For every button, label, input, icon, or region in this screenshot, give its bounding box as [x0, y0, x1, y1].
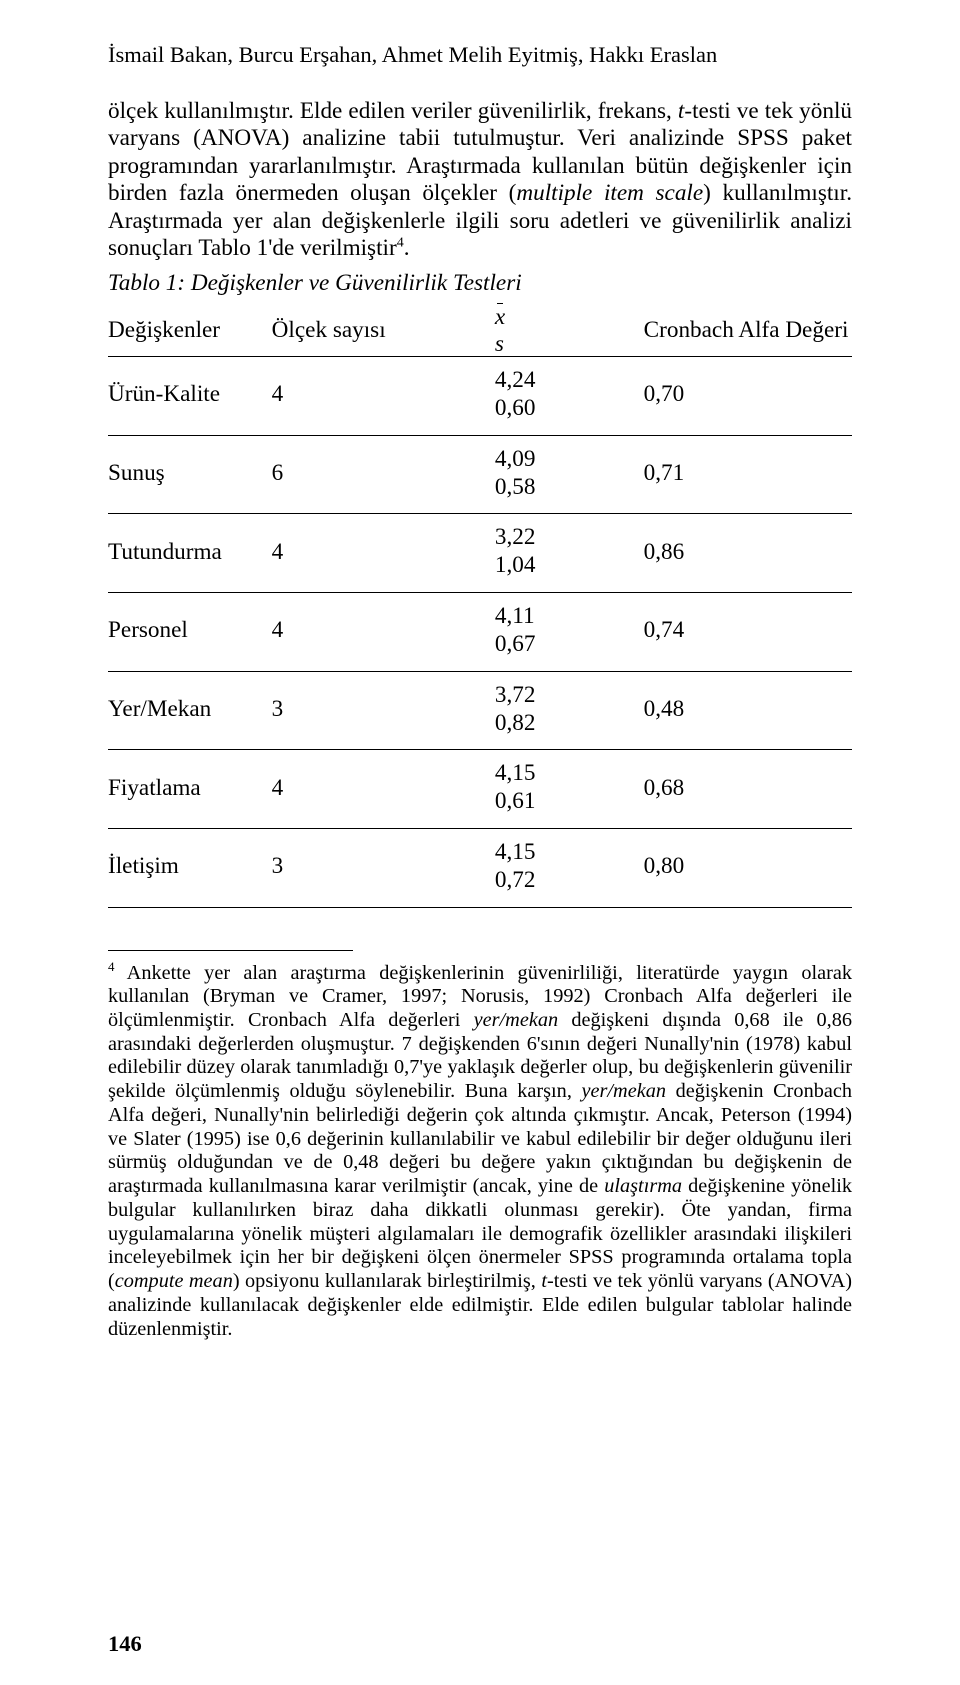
variables-table: Değişkenler Ölçek sayısı x s Cronbach Al… [108, 305, 852, 908]
cell-mean: 4,15 [495, 839, 536, 865]
cell-count: 4 [272, 356, 495, 435]
cell-sd: 0,82 [495, 710, 536, 736]
cell-sd: 0,58 [495, 474, 536, 500]
cell-mean: 3,72 [495, 682, 536, 708]
cell-variable: Yer/Mekan [108, 671, 272, 750]
footnote-text: 4 Ankette yer alan araştırma değişkenler… [108, 959, 852, 1342]
cell-mean: 4,15 [495, 760, 536, 786]
cell-variable: Ürün-Kalite [108, 356, 272, 435]
cell-stat: 4,15 0,61 [495, 750, 644, 829]
cell-count: 3 [272, 671, 495, 750]
table-row: Fiyatlama 4 4,15 0,61 0,68 [108, 750, 852, 829]
cell-count: 3 [272, 829, 495, 908]
table-caption: Tablo 1: Değişkenler ve Güvenilirlik Tes… [108, 270, 852, 297]
cell-variable: Personel [108, 593, 272, 672]
footnote-ref: 4 [397, 235, 404, 250]
cell-count: 4 [272, 750, 495, 829]
table-row: Tutundurma 4 3,22 1,04 0,86 [108, 514, 852, 593]
para-text: ölçek kullanılmıştır. Elde edilen verile… [108, 98, 678, 124]
table-row: Sunuş 6 4,09 0,58 0,71 [108, 435, 852, 514]
header-alpha: Cronbach Alfa Değeri [644, 305, 852, 356]
body-paragraph: ölçek kullanılmıştır. Elde edilen verile… [108, 98, 852, 262]
cell-stat: 3,22 1,04 [495, 514, 644, 593]
cell-alpha: 0,80 [644, 829, 852, 908]
table-row: Yer/Mekan 3 3,72 0,82 0,48 [108, 671, 852, 750]
fn-italic: ulaştırma [604, 1175, 682, 1197]
cell-alpha: 0,70 [644, 356, 852, 435]
cell-mean: 4,11 [495, 603, 535, 629]
table-row: Personel 4 4,11 0,67 0,74 [108, 593, 852, 672]
fn-italic: compute mean [115, 1270, 233, 1292]
cell-alpha: 0,71 [644, 435, 852, 514]
cell-variable: Tutundurma [108, 514, 272, 593]
cell-stat: 4,09 0,58 [495, 435, 644, 514]
cell-count: 4 [272, 514, 495, 593]
footnote-separator [108, 950, 353, 951]
page-number: 146 [108, 1631, 142, 1657]
cell-alpha: 0,86 [644, 514, 852, 593]
cell-sd: 1,04 [495, 552, 536, 578]
cell-stat: 4,24 0,60 [495, 356, 644, 435]
cell-sd: 0,72 [495, 867, 536, 893]
cell-mean: 4,09 [495, 446, 536, 472]
cell-sd: 0,60 [495, 395, 536, 421]
cell-sd: 0,61 [495, 788, 536, 814]
cell-variable: Fiyatlama [108, 750, 272, 829]
cell-variable: Sunuş [108, 435, 272, 514]
fn-seg: ) opsiyonu kullanılarak birleştirilmiş, [233, 1270, 541, 1292]
table-row: Ürün-Kalite 4 4,24 0,60 0,70 [108, 356, 852, 435]
fn-italic: yer/mekan [474, 1009, 558, 1031]
header-count: Ölçek sayısı [272, 305, 495, 356]
table-header-row: Değişkenler Ölçek sayısı x s Cronbach Al… [108, 305, 852, 356]
cell-variable: İletişim [108, 829, 272, 908]
cell-alpha: 0,74 [644, 593, 852, 672]
cell-sd: 0,67 [495, 631, 536, 657]
cell-mean: 4,24 [495, 367, 536, 393]
header-variable: Değişkenler [108, 305, 272, 356]
cell-alpha: 0,68 [644, 750, 852, 829]
fn-italic: yer/mekan [582, 1080, 666, 1102]
cell-alpha: 0,48 [644, 671, 852, 750]
author-line: İsmail Bakan, Burcu Erşahan, Ahmet Melih… [108, 42, 852, 68]
cell-stat: 4,11 0,67 [495, 593, 644, 672]
cell-count: 6 [272, 435, 495, 514]
header-stat: x s [495, 305, 644, 356]
cell-stat: 3,72 0,82 [495, 671, 644, 750]
cell-mean: 3,22 [495, 524, 536, 550]
table-row: İletişim 3 4,15 0,72 0,80 [108, 829, 852, 908]
cell-stat: 4,15 0,72 [495, 829, 644, 908]
cell-count: 4 [272, 593, 495, 672]
italic-scale: multiple item scale [516, 180, 703, 206]
